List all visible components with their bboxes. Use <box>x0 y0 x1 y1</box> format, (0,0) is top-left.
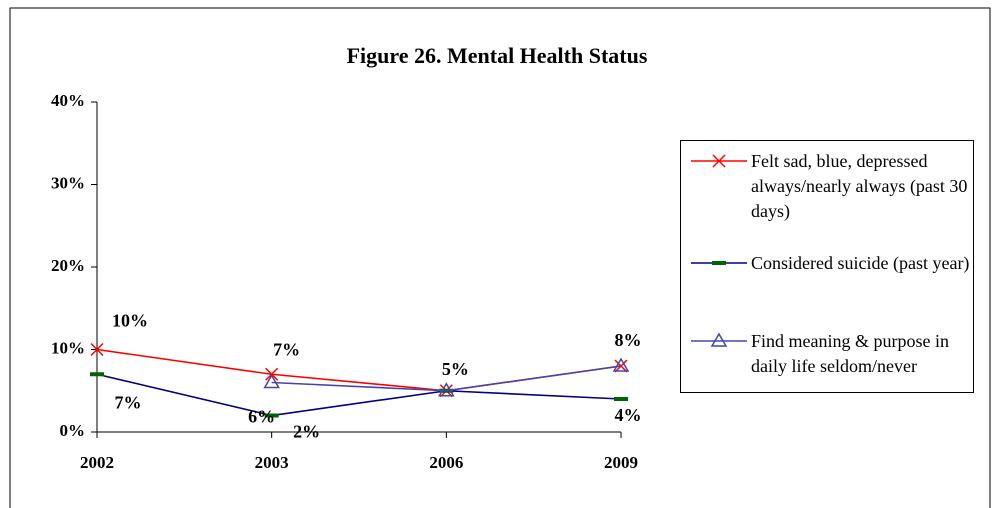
marker-triangle <box>612 357 630 372</box>
marker-triangle <box>438 382 455 397</box>
marker-x <box>712 154 726 168</box>
y-tick-label: 30% <box>51 173 85 192</box>
legend-label: Find meaning & purpose in daily life sel… <box>751 331 949 376</box>
marker-x <box>90 342 104 357</box>
marker-triangle <box>263 374 280 389</box>
series-line <box>271 365 622 392</box>
data-label: 8% <box>615 330 642 350</box>
y-tick-label: 0% <box>60 421 86 440</box>
y-tick-label: 10% <box>51 338 85 357</box>
marker-dash <box>712 261 726 265</box>
marker-stroke <box>90 342 104 357</box>
data-label: 4% <box>615 405 642 425</box>
y-tick-label: 40% <box>51 91 85 110</box>
data-label: 5% <box>442 359 469 379</box>
legend: Felt sad, blue, depressed always/nearly … <box>680 140 974 393</box>
marker-dash <box>264 413 279 418</box>
legend-swatch <box>691 154 747 168</box>
marker-triangle <box>710 332 728 347</box>
legend-label: Felt sad, blue, depressed always/nearly … <box>751 151 968 221</box>
x-tick-label: 2006 <box>429 453 463 472</box>
y-tick-label: 20% <box>51 256 85 275</box>
data-label: 2% <box>293 422 320 442</box>
legend-label: Considered suicide (past year) <box>751 253 970 273</box>
data-label: 6% <box>248 407 275 427</box>
legend-swatch <box>691 261 747 265</box>
series-line <box>96 373 622 417</box>
data-label: 7% <box>273 339 300 359</box>
marker-dash <box>90 372 104 377</box>
x-tick-label: 2002 <box>80 453 114 472</box>
chart-title: Figure 26. Mental Health Status <box>347 43 648 68</box>
legend-swatch <box>691 332 747 347</box>
data-label: 7% <box>115 392 142 412</box>
x-tick-label: 2009 <box>604 453 638 472</box>
marker-dash <box>614 397 628 401</box>
data-label: 10% <box>112 311 148 331</box>
marker-stroke <box>712 154 726 168</box>
x-tick-label: 2003 <box>255 453 289 472</box>
